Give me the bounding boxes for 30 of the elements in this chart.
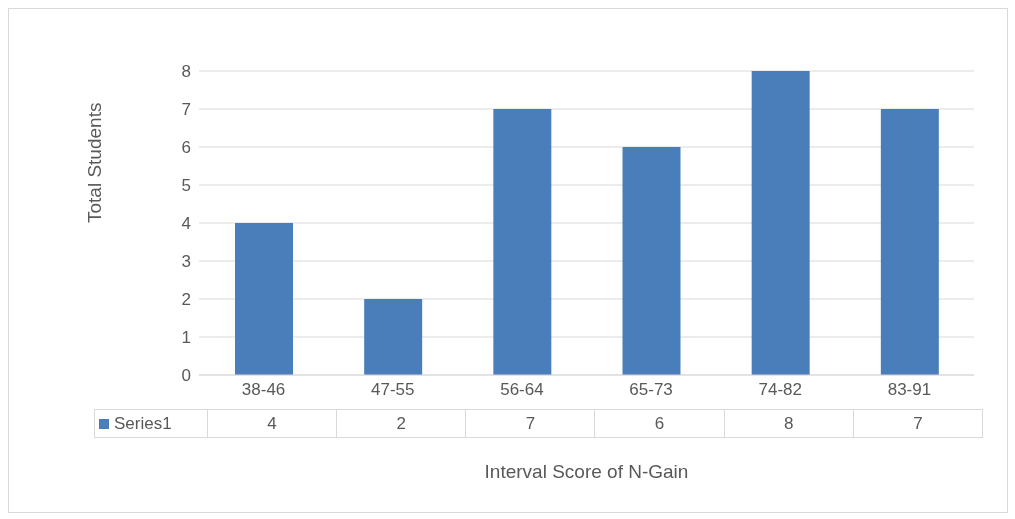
x-tick-label: 47-55 bbox=[371, 380, 415, 400]
bar bbox=[235, 223, 293, 375]
x-tick-label: 56-64 bbox=[500, 380, 544, 400]
legend-label: Series1 bbox=[94, 409, 208, 438]
x-tick-label: 74-82 bbox=[758, 380, 802, 400]
y-tick-label: 2 bbox=[181, 290, 191, 310]
data-label: 2 bbox=[336, 409, 466, 438]
y-tick-label: 4 bbox=[181, 214, 191, 234]
y-tick-label: 6 bbox=[181, 138, 191, 158]
y-tick-label: 1 bbox=[181, 328, 191, 348]
bar bbox=[751, 71, 810, 375]
data-label: 7 bbox=[465, 409, 595, 438]
x-axis-title: Interval Score of N-Gain bbox=[483, 461, 690, 483]
bar bbox=[493, 109, 552, 375]
bar bbox=[364, 299, 423, 375]
data-label: 4 bbox=[207, 409, 337, 438]
bar bbox=[622, 147, 681, 375]
y-tick-label: 8 bbox=[181, 62, 191, 82]
y-tick-label: 0 bbox=[181, 366, 191, 386]
x-tick-label: 38-46 bbox=[241, 380, 286, 400]
data-label: 7 bbox=[853, 409, 983, 438]
y-tick-label: 5 bbox=[181, 176, 191, 196]
y-tick-label: 3 bbox=[181, 252, 191, 272]
bar bbox=[880, 109, 939, 375]
x-tick-label: 83-91 bbox=[887, 380, 932, 400]
data-label: 6 bbox=[594, 409, 725, 438]
y-tick-label: 7 bbox=[181, 100, 191, 120]
x-tick-label: 65-73 bbox=[629, 380, 673, 400]
data-label: 8 bbox=[724, 409, 854, 438]
y-axis-title: Total Students bbox=[83, 102, 105, 223]
